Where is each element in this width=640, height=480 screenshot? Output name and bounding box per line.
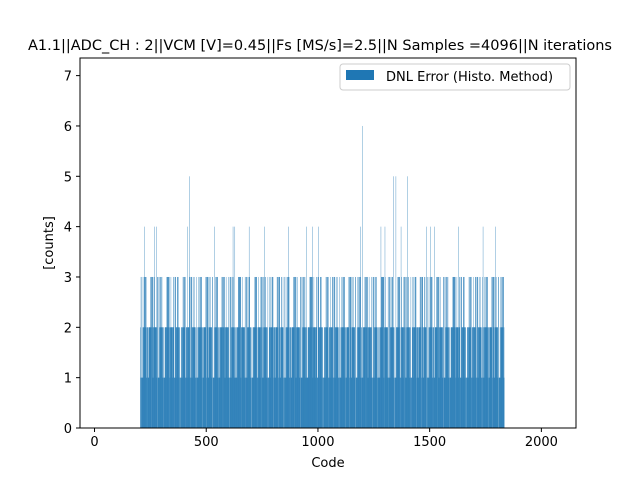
- x-tick-label: 1000: [301, 435, 334, 450]
- x-tick-label: 1500: [413, 435, 446, 450]
- legend-label: DNL Error (Histo. Method): [386, 70, 553, 85]
- x-axis: 0 500 1000 1500 2000: [90, 428, 558, 450]
- x-tick-label: 500: [194, 435, 219, 450]
- y-tick-label: 7: [64, 70, 72, 85]
- y-axis-title: [counts]: [42, 216, 57, 270]
- legend-swatch: [346, 70, 374, 80]
- bar-series: [140, 125, 505, 429]
- legend-box: [339, 63, 571, 91]
- y-tick-label: 4: [64, 221, 72, 236]
- y-tick-label: 0: [64, 422, 72, 437]
- y-tick-label: 1: [64, 372, 72, 387]
- chart-title: A1.1||ADC_CH : 2||VCM [V]=0.45||Fs [MS/s…: [28, 38, 612, 54]
- y-tick-label: 5: [64, 170, 72, 185]
- y-tick-label: 2: [64, 321, 72, 336]
- y-tick-label: 3: [64, 271, 72, 286]
- plot-frame: [79, 57, 577, 429]
- legend: DNL Error (Histo. Method): [339, 63, 571, 91]
- y-tick-label: 6: [64, 120, 72, 135]
- x-tick-label: 0: [90, 435, 98, 450]
- x-axis-title: Code: [311, 456, 344, 471]
- x-tick-label: 2000: [525, 435, 558, 450]
- y-axis: 0 1 2 3 4 5 6 7: [64, 70, 80, 437]
